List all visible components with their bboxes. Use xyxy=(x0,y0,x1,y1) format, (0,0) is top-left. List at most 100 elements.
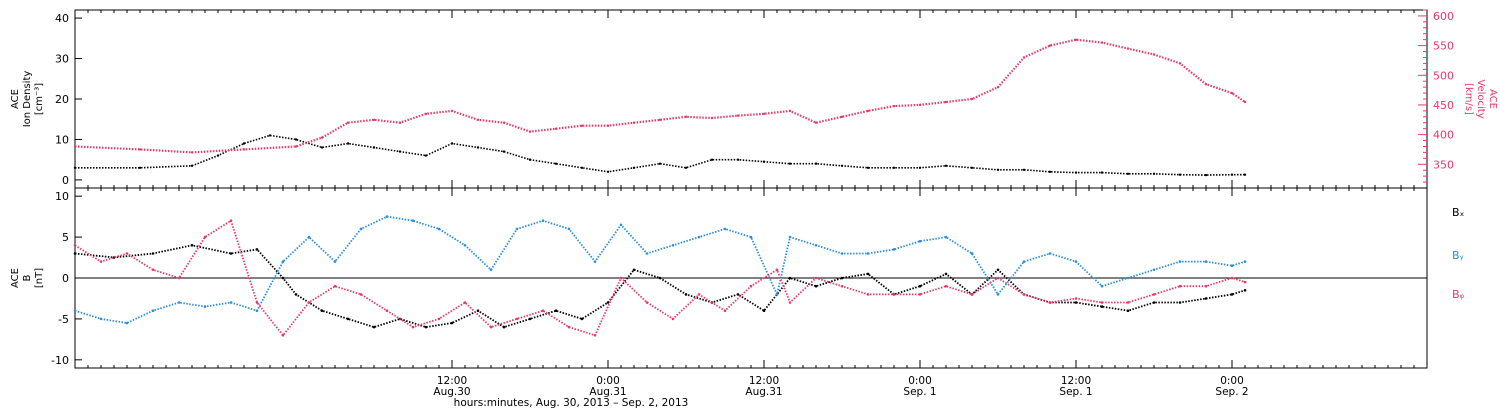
by-point xyxy=(73,309,77,313)
magnetic-field-panel: -10 -5 0 5 10 ACEB[nT] Bₓ Bᵧ Bᵩ xyxy=(10,187,1465,369)
velocity-axis-ticks: 350 400 450 500 550 600 xyxy=(1418,9,1454,183)
legend-bz: Bᵩ xyxy=(1452,288,1465,301)
density-series xyxy=(75,134,1245,176)
velocity-point xyxy=(320,136,324,139)
velocity-point xyxy=(1100,41,1104,44)
velocity-point xyxy=(658,118,662,122)
by-point xyxy=(489,268,493,272)
by-point xyxy=(1126,276,1130,280)
velocity-point xyxy=(1074,38,1078,41)
bz-point xyxy=(359,293,363,296)
density-point xyxy=(424,154,428,157)
by-point xyxy=(1152,268,1156,272)
bz-point xyxy=(541,309,545,313)
by-point xyxy=(866,252,870,255)
bz-point xyxy=(99,260,103,263)
velocity-point xyxy=(944,100,948,104)
axis-label-line: [km/s] xyxy=(1463,83,1474,115)
bz-point xyxy=(177,276,181,280)
bz-point xyxy=(996,276,1000,280)
density-point xyxy=(866,166,870,169)
time-tick-date: Sep. 1 xyxy=(1059,386,1092,398)
by-point xyxy=(333,260,337,263)
bx-point xyxy=(151,252,155,255)
by-point xyxy=(944,235,948,239)
time-tick-date: Sep. 1 xyxy=(903,386,936,398)
bx-point xyxy=(281,276,285,280)
velocity-point xyxy=(580,124,584,127)
axis-label-line: [cm⁻³] xyxy=(34,83,45,115)
by-point xyxy=(177,301,181,304)
velocity-point xyxy=(398,121,402,124)
by-point xyxy=(203,305,207,308)
bz-point xyxy=(1100,301,1104,304)
bx-point xyxy=(1178,301,1182,304)
bx-point xyxy=(1100,305,1104,308)
density-point xyxy=(502,150,506,153)
density-point xyxy=(476,146,480,149)
density-point xyxy=(268,134,272,137)
velocity-tick-label: 400 xyxy=(1433,129,1454,142)
field-legend: Bₓ Bᵧ Bᵩ xyxy=(1452,206,1465,301)
by-point xyxy=(593,260,597,263)
bz-point xyxy=(697,293,701,296)
bz-point xyxy=(1204,284,1208,288)
density-tick-label: 20 xyxy=(55,93,69,106)
bz-point xyxy=(788,301,792,304)
density-point xyxy=(398,150,402,153)
by-point xyxy=(255,309,259,313)
bz-point xyxy=(1230,276,1234,280)
bx-point xyxy=(424,325,428,329)
density-point xyxy=(1152,172,1156,175)
time-tick-label: 12:00 xyxy=(749,375,779,387)
velocity-point xyxy=(684,115,688,119)
by-point xyxy=(814,244,818,247)
density-point xyxy=(918,166,922,169)
by-point xyxy=(1204,260,1208,263)
velocity-point xyxy=(606,124,610,127)
density-axis-ticks: 0 10 20 30 40 xyxy=(55,12,82,187)
axis-label-line: B xyxy=(22,274,33,281)
bz-point xyxy=(814,276,818,280)
axis-label-line: ACE xyxy=(10,268,21,288)
density-point xyxy=(1230,173,1234,176)
bx-point xyxy=(528,317,532,321)
by-point xyxy=(1022,260,1026,263)
velocity-series xyxy=(74,38,1246,154)
velocity-point xyxy=(996,85,1000,89)
bz-point xyxy=(463,301,467,304)
velocity-point xyxy=(736,114,740,117)
by-point xyxy=(697,235,701,239)
bz-point xyxy=(593,334,597,337)
bx-point xyxy=(372,325,376,329)
velocity-tick-label: 550 xyxy=(1433,40,1454,53)
velocity-point xyxy=(1230,91,1234,95)
field-axis-label: ACEB[nT] xyxy=(10,268,45,288)
density-point xyxy=(294,138,298,141)
bz-point xyxy=(255,301,259,304)
density-point xyxy=(814,162,818,165)
by-point xyxy=(918,239,922,243)
bx-point xyxy=(1204,297,1208,300)
bx-point xyxy=(73,252,77,255)
bx-point xyxy=(918,284,922,288)
bx-point xyxy=(1230,293,1234,296)
bx-point xyxy=(632,268,636,272)
velocity-axis-label: ACEVelocity[km/s] xyxy=(1463,79,1498,118)
density-point xyxy=(710,158,714,161)
bz-point xyxy=(918,293,922,296)
by-point xyxy=(151,309,155,313)
bx-point xyxy=(1074,301,1078,304)
time-tick-label: 12:00 xyxy=(1061,375,1091,387)
density-point xyxy=(216,154,220,157)
bz-point xyxy=(892,293,896,296)
legend-by: Bᵧ xyxy=(1452,249,1464,262)
bx-point xyxy=(554,309,558,313)
bz-point xyxy=(489,325,493,329)
bz-point xyxy=(944,284,948,288)
bx-point xyxy=(1152,301,1156,304)
bx-point xyxy=(229,252,233,255)
velocity-point xyxy=(1126,47,1130,50)
bz-point xyxy=(411,325,415,329)
